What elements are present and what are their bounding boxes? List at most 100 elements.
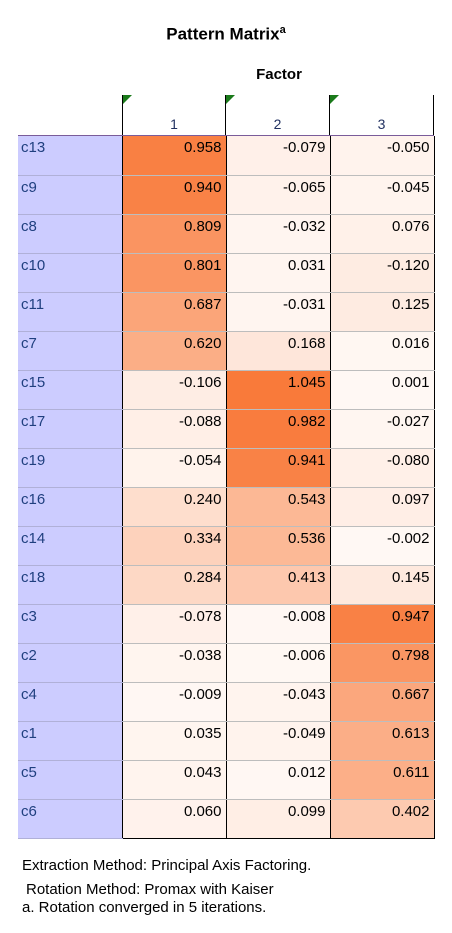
loading-cell: 0.613 xyxy=(330,721,435,761)
title-superscript: a xyxy=(279,24,286,36)
loading-cell: -0.088 xyxy=(121,409,227,449)
table-row: c8 0.809 -0.032 0.076 xyxy=(18,214,435,254)
column-header-2: 2 xyxy=(226,95,330,135)
loading-cell: 0.801 xyxy=(121,253,227,293)
table-row: c9 0.940 -0.065 -0.045 xyxy=(18,175,435,215)
row-label: c16 xyxy=(18,487,122,527)
loading-cell: -0.054 xyxy=(121,448,227,488)
table-row: c15 -0.106 1.045 0.001 xyxy=(18,370,435,410)
table-body: c13 0.958 -0.079 -0.050 c9 0.940 -0.065 -0.045 c… xyxy=(18,136,435,839)
row-label: c5 xyxy=(18,760,122,800)
loading-cell: 0.168 xyxy=(226,331,331,371)
column-header-label: 2 xyxy=(273,116,282,132)
row-label: c10 xyxy=(18,253,122,293)
loading-cell: 0.284 xyxy=(121,565,227,605)
loading-cell: -0.079 xyxy=(226,136,331,176)
table-row: c1 0.035 -0.049 0.613 xyxy=(18,721,435,761)
row-label: c19 xyxy=(18,448,122,488)
loading-cell: -0.050 xyxy=(330,136,435,176)
column-header-1: 1 xyxy=(122,95,226,135)
loading-cell: -0.002 xyxy=(330,526,435,566)
loading-cell: -0.049 xyxy=(226,721,331,761)
table-row: c6 0.060 0.099 0.402 xyxy=(18,799,435,839)
flag-icon xyxy=(226,95,235,104)
loading-cell: 0.402 xyxy=(330,799,435,839)
table-row: c14 0.334 0.536 -0.002 xyxy=(18,526,435,566)
loading-cell: 0.611 xyxy=(330,760,435,800)
loading-cell: -0.009 xyxy=(121,682,227,722)
loading-cell: 0.043 xyxy=(121,760,227,800)
loading-cell: -0.008 xyxy=(226,604,331,644)
row-label: c15 xyxy=(18,370,122,410)
loading-cell: -0.080 xyxy=(330,448,435,488)
loading-cell: -0.106 xyxy=(121,370,227,410)
table-row: c16 0.240 0.543 0.097 xyxy=(18,487,435,527)
loading-cell: 0.941 xyxy=(226,448,331,488)
loading-cell: -0.027 xyxy=(330,409,435,449)
row-label: c8 xyxy=(18,214,122,254)
loading-cell: 1.045 xyxy=(226,370,331,410)
row-label: c9 xyxy=(18,175,122,215)
loading-cell: 0.687 xyxy=(121,292,227,332)
row-label: c3 xyxy=(18,604,122,644)
loading-cell: 0.334 xyxy=(121,526,227,566)
row-label: c6 xyxy=(18,799,122,839)
row-label: c13 xyxy=(18,136,122,176)
table-row: c7 0.620 0.168 0.016 xyxy=(18,331,435,371)
loading-cell: -0.078 xyxy=(121,604,227,644)
loading-cell: -0.043 xyxy=(226,682,331,722)
factor-header: Factor xyxy=(256,66,302,83)
loading-cell: 0.099 xyxy=(226,799,331,839)
loading-cell: 0.060 xyxy=(121,799,227,839)
row-label: c11 xyxy=(18,292,122,332)
loading-cell: 0.001 xyxy=(330,370,435,410)
footnote-rotation: Rotation Method: Promax with Kaiser xyxy=(26,881,274,896)
footnote-convergence: a. Rotation converged in 5 iterations. xyxy=(22,899,267,916)
table-row: c17 -0.088 0.982 -0.027 xyxy=(18,409,435,449)
loading-cell: 0.543 xyxy=(226,487,331,527)
row-label: c1 xyxy=(18,721,122,761)
loading-cell: 0.097 xyxy=(330,487,435,527)
loading-cell: 0.940 xyxy=(121,175,227,215)
loading-cell: 0.035 xyxy=(121,721,227,761)
loading-cell: 0.145 xyxy=(330,565,435,605)
loading-cell: 0.958 xyxy=(121,136,227,176)
table-row: c2 -0.038 -0.006 0.798 xyxy=(18,643,435,683)
loading-cell: 0.620 xyxy=(121,331,227,371)
loading-cell: -0.031 xyxy=(226,292,331,332)
table-row: c10 0.801 0.031 -0.120 xyxy=(18,253,435,293)
table-row: c11 0.687 -0.031 0.125 xyxy=(18,292,435,332)
loading-cell: 0.012 xyxy=(226,760,331,800)
loading-cell: 0.413 xyxy=(226,565,331,605)
row-label: c18 xyxy=(18,565,122,605)
loading-cell: -0.045 xyxy=(330,175,435,215)
row-label: c7 xyxy=(18,331,122,371)
loading-cell: -0.065 xyxy=(226,175,331,215)
table-title: Pattern Matrixa xyxy=(0,24,452,45)
loading-cell: 0.947 xyxy=(330,604,435,644)
footnote-extraction: Extraction Method: Principal Axis Factor… xyxy=(22,857,312,874)
loading-cell: 0.536 xyxy=(226,526,331,566)
table-row: c4 -0.009 -0.043 0.667 xyxy=(18,682,435,722)
row-label: c2 xyxy=(18,643,122,683)
loading-cell: 0.240 xyxy=(121,487,227,527)
header-divider xyxy=(18,135,434,136)
row-label: c4 xyxy=(18,682,122,722)
loading-cell: -0.032 xyxy=(226,214,331,254)
pattern-matrix-table: c13 0.958 -0.079 -0.050 c9 0.940 -0.065 -0.045 c… xyxy=(18,136,435,839)
loading-cell: 0.667 xyxy=(330,682,435,722)
loading-cell: 0.798 xyxy=(330,643,435,683)
table-row: c5 0.043 0.012 0.611 xyxy=(18,760,435,800)
loading-cell: 0.076 xyxy=(330,214,435,254)
loading-cell: 0.016 xyxy=(330,331,435,371)
loading-cell: -0.038 xyxy=(121,643,227,683)
loading-cell: 0.982 xyxy=(226,409,331,449)
column-header-3: 3 xyxy=(330,95,434,135)
row-label: c14 xyxy=(18,526,122,566)
table-row: c19 -0.054 0.941 -0.080 xyxy=(18,448,435,488)
column-header-label: 3 xyxy=(377,116,386,132)
loading-cell: 0.125 xyxy=(330,292,435,332)
column-header-label: 1 xyxy=(170,116,178,132)
table-row: c13 0.958 -0.079 -0.050 xyxy=(18,136,435,176)
table-row: c18 0.284 0.413 0.145 xyxy=(18,565,435,605)
